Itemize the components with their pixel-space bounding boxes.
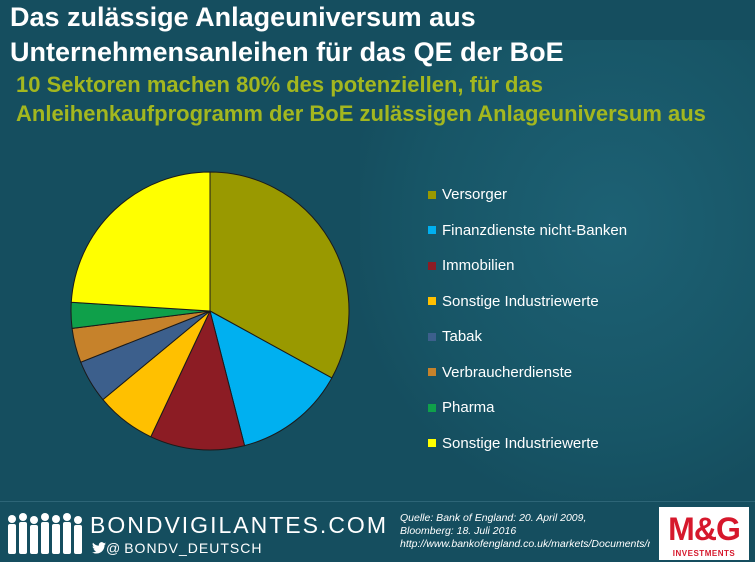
- pie-slice-8: [70, 171, 211, 312]
- legend-item: Sonstige Industriewerte: [428, 426, 748, 462]
- pie-slice-3: [150, 309, 246, 451]
- legend-swatch: [428, 332, 436, 341]
- legend-label: Sonstige Industriewerte: [442, 292, 599, 310]
- at-symbol: @: [106, 540, 121, 556]
- legend-label: Tabak: [442, 328, 483, 346]
- source-note: Quelle: Bank of England: 20. April 2009,…: [400, 512, 650, 550]
- logo-sub-text: INVESTMENTS: [672, 549, 736, 558]
- legend-label: Sonstige Industriewerte: [442, 434, 599, 452]
- legend-label: Immobilien: [442, 257, 515, 275]
- chart-subtitle: 10 Sektoren machen 80% des potenziellen,…: [16, 72, 706, 126]
- legend-swatch: [428, 190, 436, 199]
- brand-name[interactable]: BONDVIGILANTES.COM: [90, 512, 388, 538]
- legend-item: Pharma: [428, 390, 748, 426]
- legend-item: Verbraucherdienste: [428, 355, 748, 391]
- legend-label: Verbraucherdienste: [442, 363, 573, 381]
- legend-label: Finanzdienste nicht-Banken: [442, 221, 628, 239]
- twitter-link[interactable]: @ BONDV_DEUTSCH: [92, 540, 262, 556]
- legend-swatch: [428, 368, 436, 377]
- twitter-bird-icon: [92, 542, 106, 554]
- legend-item: Tabak: [428, 319, 748, 355]
- legend-swatch: [428, 261, 436, 270]
- logo-main-text: M&G: [668, 511, 741, 547]
- legend-item: Immobilien: [428, 248, 748, 284]
- legend-item: Versorger: [428, 177, 748, 213]
- footer: BONDVIGILANTES.COM @ BONDV_DEUTSCH Quell…: [0, 501, 755, 562]
- chart-legend: Versorger Finanzdienste nicht-Banken Immob…: [428, 177, 748, 461]
- pie-chart: [70, 171, 350, 451]
- legend-swatch: [428, 297, 436, 306]
- twitter-handle: BONDV_DEUTSCH: [124, 540, 263, 556]
- legend-label: Versorger: [442, 186, 508, 204]
- pie-slice-2: [209, 310, 333, 447]
- pie-slice-1: [209, 171, 350, 379]
- chart-title: Das zulässige Anlageuniversum aus Untern…: [10, 2, 564, 67]
- legend-item: Finanzdienste nicht-Banken: [428, 213, 748, 249]
- legend-item: Sonstige Industriewerte: [428, 284, 748, 320]
- legend-label: Pharma: [442, 399, 495, 417]
- legend-swatch: [428, 226, 436, 235]
- people-crowd-icon: [8, 513, 82, 554]
- background-decoration: [360, 40, 755, 500]
- legend-swatch: [428, 403, 436, 412]
- mg-investments-logo: M&G INVESTMENTS: [659, 507, 749, 560]
- legend-swatch: [428, 439, 436, 448]
